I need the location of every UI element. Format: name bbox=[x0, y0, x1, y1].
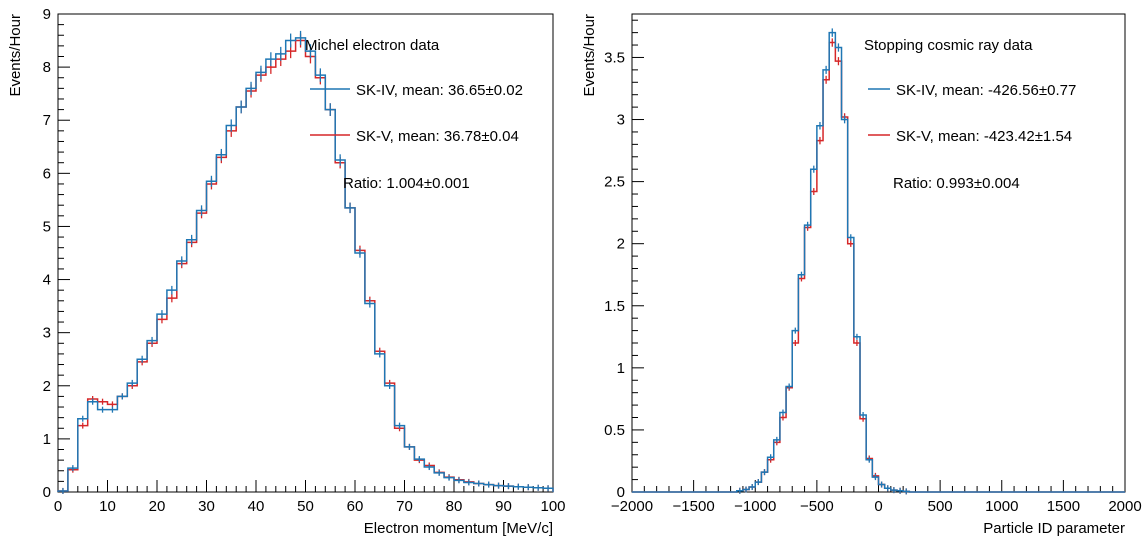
y-tick-label: 1.5 bbox=[604, 298, 625, 315]
y-tick-label: 2.5 bbox=[604, 174, 625, 191]
x-tick-label: 1000 bbox=[985, 498, 1018, 515]
x-tick-label: 90 bbox=[495, 498, 512, 515]
y-tick-label: 5 bbox=[43, 218, 51, 235]
x-tick-label: −1500 bbox=[673, 498, 715, 515]
series-sk-v bbox=[57, 33, 554, 494]
x-tick-label: −1000 bbox=[734, 498, 776, 515]
histogram-outline bbox=[632, 41, 1125, 493]
y-tick-label: 2 bbox=[617, 236, 625, 253]
series-sk-v bbox=[632, 38, 1125, 495]
legend-entry: SK-IV, mean: -426.56±0.77 bbox=[896, 82, 1076, 99]
legend-entry: SK-V, mean: -423.42±1.54 bbox=[896, 128, 1072, 145]
x-tick-label: 100 bbox=[540, 498, 565, 515]
x-tick-label: 1500 bbox=[1047, 498, 1080, 515]
legend-entry: SK-V, mean: 36.78±0.04 bbox=[356, 128, 519, 145]
y-tick-label: 3 bbox=[43, 325, 51, 342]
x-tick-label: 30 bbox=[198, 498, 215, 515]
x-axis-title: Electron momentum [MeV/c] bbox=[364, 520, 553, 537]
x-tick-label: 0 bbox=[874, 498, 882, 515]
y-tick-label: 0.5 bbox=[604, 422, 625, 439]
x-tick-label: −500 bbox=[800, 498, 834, 515]
y-axis-title: Events/Hour bbox=[7, 14, 24, 97]
y-tick-label: 1 bbox=[43, 431, 51, 448]
series-sk-iv bbox=[57, 30, 554, 494]
histogram-outline bbox=[57, 37, 554, 492]
y-axis-title: Events/Hour bbox=[581, 14, 598, 97]
legend-entry: SK-IV, mean: 36.65±0.02 bbox=[356, 82, 523, 99]
legend-title: Michel electron data bbox=[305, 37, 440, 54]
y-tick-label: 9 bbox=[43, 6, 51, 23]
x-tick-label: 2000 bbox=[1108, 498, 1141, 515]
y-tick-label: 2 bbox=[43, 378, 51, 395]
y-tick-label: 8 bbox=[43, 59, 51, 76]
series-sk-iv bbox=[632, 28, 1125, 495]
x-tick-label: 10 bbox=[99, 498, 116, 515]
x-tick-label: 500 bbox=[928, 498, 953, 515]
x-tick-label: 40 bbox=[248, 498, 265, 515]
x-tick-label: 50 bbox=[297, 498, 314, 515]
chart-panel-1: 0 10 20 30 40 50 60 70 80 90 100 0 1 2 3 4 5 6 7 8 9 Electron… bbox=[7, 6, 566, 537]
y-tick-label: 0 bbox=[617, 484, 625, 501]
x-axis-title: Particle ID parameter bbox=[983, 520, 1125, 537]
y-tick-label: 0 bbox=[43, 484, 51, 501]
x-tick-label: −2000 bbox=[611, 498, 653, 515]
chart-panel-2: −2000 −1500 −1000 −500 0 500 1000 1500 2000 0 0.5 1… bbox=[581, 13, 1142, 537]
histogram-outline bbox=[632, 31, 1125, 493]
x-tick-label: 80 bbox=[446, 498, 463, 515]
y-tick-label: 6 bbox=[43, 165, 51, 182]
y-tick-label: 7 bbox=[43, 112, 51, 129]
x-tick-label: 60 bbox=[347, 498, 364, 515]
y-tick-label: 3.5 bbox=[604, 49, 625, 66]
y-tick-label: 3 bbox=[617, 112, 625, 129]
histogram-outline bbox=[57, 39, 554, 492]
y-tick-label: 4 bbox=[43, 272, 51, 289]
legend-title: Stopping cosmic ray data bbox=[864, 37, 1033, 54]
x-tick-label: 70 bbox=[396, 498, 413, 515]
ratio-annotation: Ratio: 1.004±0.001 bbox=[343, 175, 470, 192]
x-tick-label: 20 bbox=[149, 498, 166, 515]
x-tick-label: 0 bbox=[54, 498, 62, 515]
y-tick-label: 1 bbox=[617, 360, 625, 377]
ratio-annotation: Ratio: 0.993±0.004 bbox=[893, 175, 1020, 192]
